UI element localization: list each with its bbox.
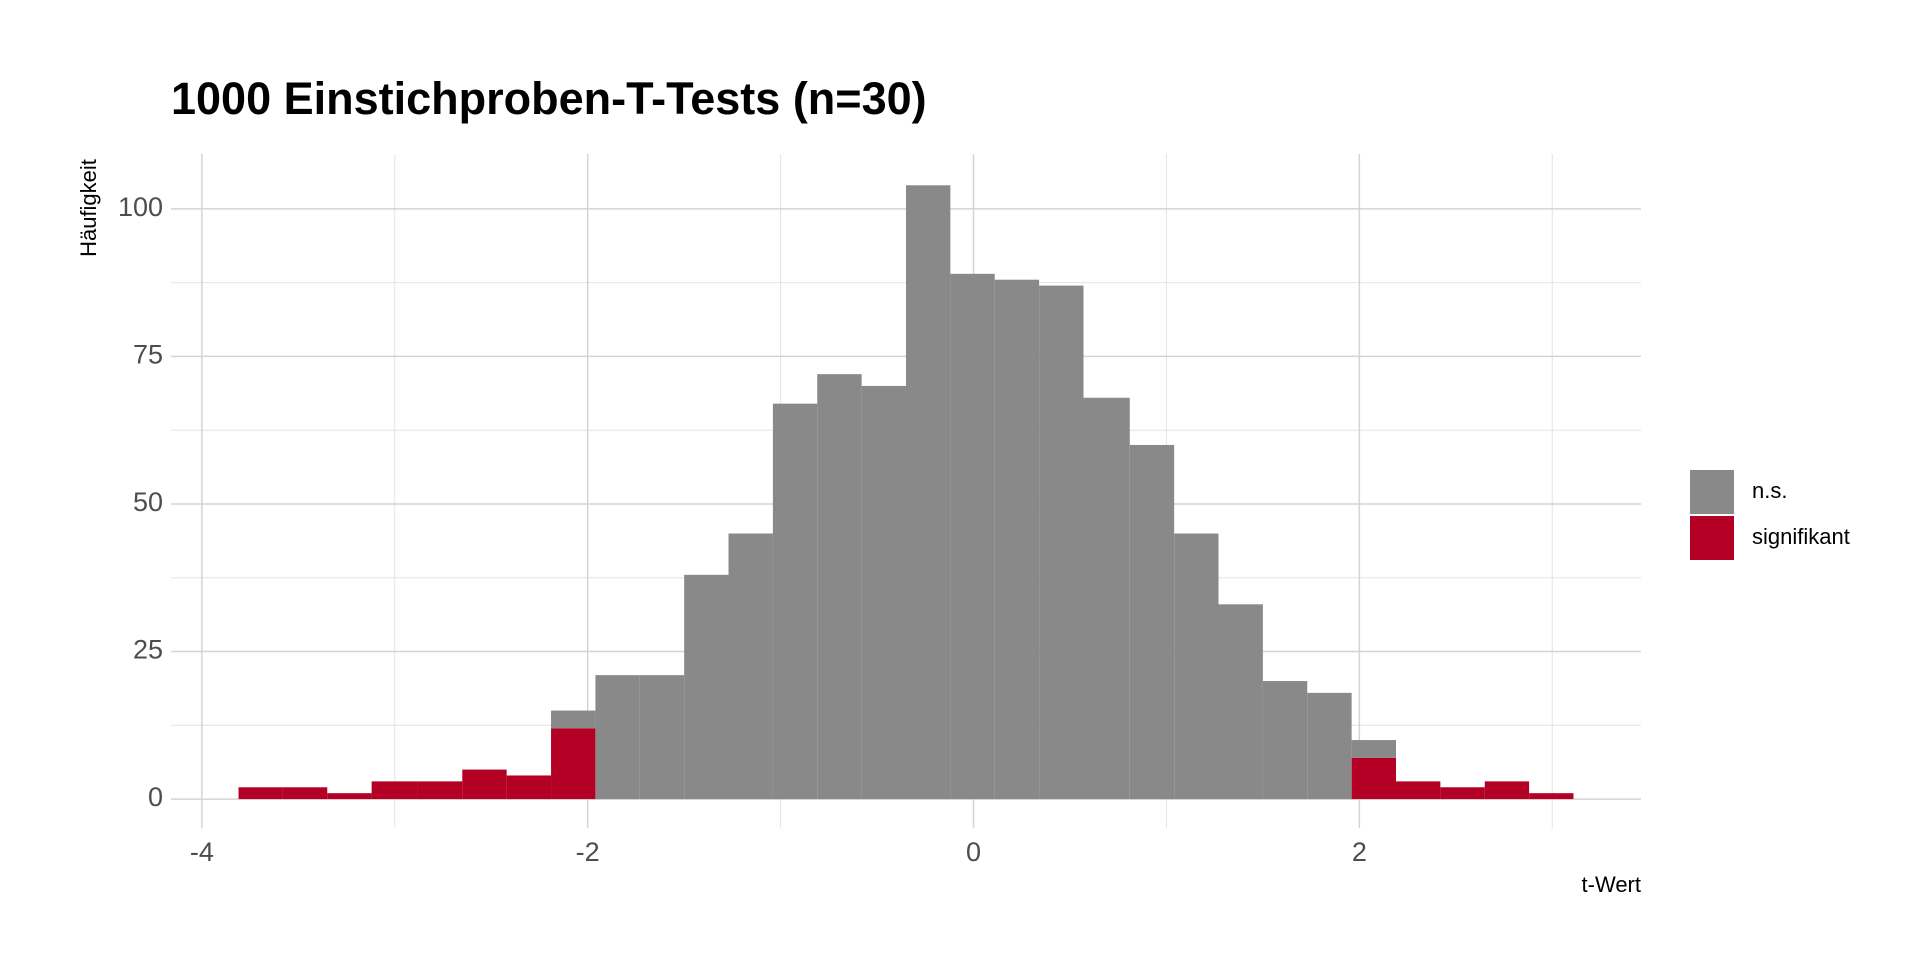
- bar: [462, 769, 507, 800]
- bar: [371, 781, 418, 800]
- bar: [1262, 681, 1308, 800]
- bar: [327, 793, 372, 800]
- bar: [639, 675, 685, 800]
- bar: [1529, 793, 1574, 800]
- y-tick-label: 50: [133, 487, 163, 517]
- bar: [1039, 285, 1084, 800]
- bar: [506, 775, 552, 800]
- bar: [282, 787, 328, 800]
- bar: [1174, 533, 1219, 800]
- x-axis-title: t-Wert: [1582, 872, 1641, 897]
- bar: [950, 273, 995, 800]
- y-tick-label: 100: [118, 192, 163, 222]
- legend-key: [1690, 516, 1734, 560]
- bar: [1218, 604, 1263, 800]
- bar: [551, 728, 596, 800]
- bar: [1351, 757, 1396, 800]
- bar: [906, 185, 951, 800]
- x-tick-label: -2: [576, 837, 600, 867]
- bar: [1484, 781, 1530, 800]
- bar: [817, 374, 862, 800]
- bar: [551, 710, 596, 729]
- y-tick-label: 25: [133, 635, 163, 665]
- x-tick-label: 0: [966, 837, 981, 867]
- bar: [684, 574, 729, 800]
- bar: [1129, 444, 1175, 800]
- bar: [861, 385, 906, 800]
- y-axis-title: Häufigkeit: [76, 159, 101, 257]
- y-tick-label: 75: [133, 340, 163, 370]
- bar: [238, 787, 283, 800]
- bar: [994, 279, 1040, 800]
- x-tick-label: 2: [1352, 837, 1367, 867]
- bar: [772, 403, 818, 800]
- bar: [728, 533, 773, 800]
- bar: [1307, 692, 1352, 800]
- bar: [1396, 781, 1441, 800]
- chart-title: 1000 Einstichproben-T-Tests (n=30): [171, 73, 927, 124]
- y-tick-label: 0: [148, 782, 163, 812]
- bar: [1351, 740, 1396, 758]
- bar: [595, 675, 640, 800]
- legend-label: n.s.: [1752, 478, 1787, 503]
- bar: [417, 781, 463, 800]
- bar: [1440, 787, 1485, 800]
- x-tick-label: -4: [190, 837, 214, 867]
- bar: [1083, 397, 1130, 800]
- legend-label: signifikant: [1752, 524, 1850, 549]
- legend-key: [1690, 470, 1734, 514]
